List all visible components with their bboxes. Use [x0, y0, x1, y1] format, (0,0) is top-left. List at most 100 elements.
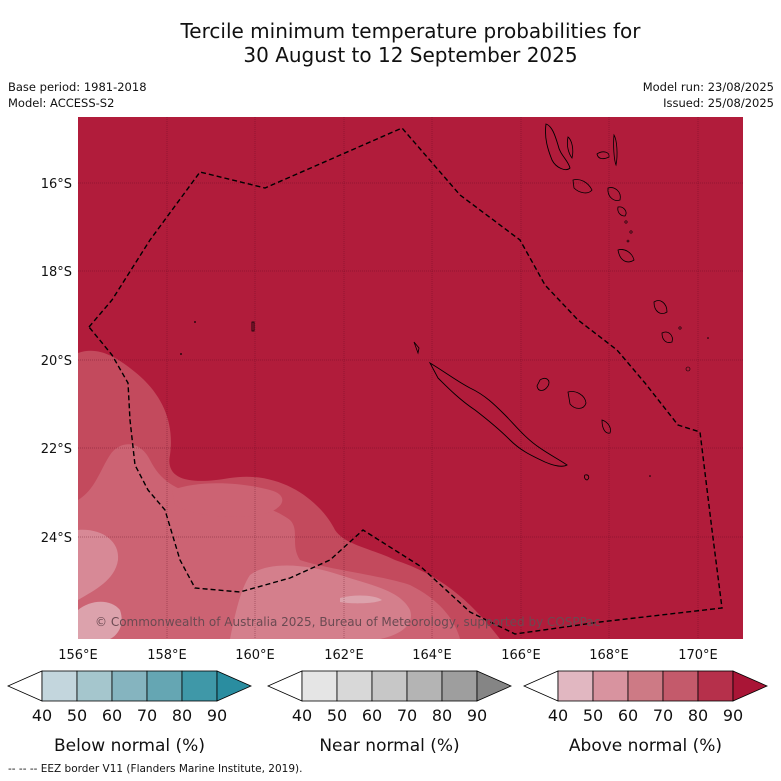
colorbar-tick-label: 50 [327, 706, 347, 725]
islet [180, 353, 182, 355]
latitude-labels: 16°S 18°S 20°S 22°S 24°S [41, 177, 72, 546]
islet [685, 366, 691, 372]
colorbar-arrow-left [523, 670, 559, 702]
colorbar-near-normal: 40 50 60 70 80 90 Near normal (%) [267, 670, 512, 756]
colorbar-segment [181, 670, 218, 702]
title-line-2: 30 August to 12 September 2025 [243, 43, 578, 67]
eez-border [88, 127, 723, 635]
new-caledonia-island [428, 361, 568, 467]
chart-title: Tercile minimum temperature probabilitie… [0, 19, 781, 67]
vanuatu-island-3 [596, 151, 610, 160]
colorbar-segment [697, 670, 734, 702]
islet [624, 220, 628, 224]
colorbar-tick-label: 70 [397, 706, 417, 725]
colorbar-segment [111, 670, 148, 702]
colorbar-tick-label: 60 [362, 706, 382, 725]
espiritu-santo-island [545, 123, 571, 171]
colorbar-tick-label: 80 [432, 706, 452, 725]
colorbar-arrow-left [267, 670, 303, 702]
colorbar-segment [441, 670, 478, 702]
gridlines [78, 117, 743, 639]
lon-label-156e: 156°E [58, 648, 98, 663]
colorbar-title: Above normal (%) [569, 736, 722, 756]
loyalty-island-3 [601, 419, 611, 434]
colorbar-arrow-right [732, 670, 768, 702]
vanuatu-island-5 [613, 133, 618, 167]
colorbar-title: Near normal (%) [319, 736, 459, 756]
probability-zone-50b [230, 565, 411, 639]
colorbar-segment [557, 670, 594, 702]
colorbar-segment [41, 670, 78, 702]
colorbar-arrow-right [476, 670, 512, 702]
colorbar-tick-label: 40 [292, 706, 312, 725]
belep-islets [413, 341, 420, 355]
colorbar-segment [406, 670, 443, 702]
copyright-text: © Commonwealth of Australia 2025, Bureau… [95, 615, 600, 629]
islet [678, 326, 682, 330]
colorbar-tick-label: 60 [618, 706, 638, 725]
tanna-island [617, 249, 635, 263]
longitude-labels: 156°E 158°E 160°E 162°E 164°E 166°E 168°… [58, 648, 718, 663]
colorbar-segment [336, 670, 373, 702]
lon-label-166e: 166°E [501, 648, 541, 663]
colorbar-tick-label: 80 [688, 706, 708, 725]
colorbar-arrow-right [216, 670, 252, 702]
colorbar-tick-label: 90 [723, 706, 743, 725]
colorbar-tick-label: 70 [653, 706, 673, 725]
vanuatu-island-10 [661, 331, 673, 343]
colorbar-segment [76, 670, 113, 702]
chesterfield-islet [251, 321, 255, 332]
colorbar-tick-label: 80 [172, 706, 192, 725]
colorbar-tick-label: 90 [467, 706, 487, 725]
meta-left: Base period: 1981-2018 Model: ACCESS-S2 [8, 79, 147, 111]
loyalty-island-2 [567, 391, 587, 409]
islet [194, 321, 196, 323]
eez-footer-note: -- -- -- EEZ border V11 (Flanders Marine… [8, 763, 303, 775]
colorbar-tick-label: 60 [102, 706, 122, 725]
lon-label-168e: 168°E [589, 648, 629, 663]
islet [707, 337, 709, 339]
meta-right: Model run: 23/08/2025 Issued: 25/08/2025 [643, 79, 774, 111]
vanuatu-island-9 [653, 300, 668, 314]
islet [626, 239, 630, 243]
colorbar-tick-label: 40 [32, 706, 52, 725]
lat-label-18s: 18°S [41, 265, 72, 280]
lon-label-170e: 170°E [678, 648, 718, 663]
probability-zone-40b [340, 595, 382, 604]
probability-zone-50 [78, 529, 119, 600]
title-line-1: Tercile minimum temperature probabilitie… [180, 19, 641, 43]
lon-label-164e: 164°E [412, 648, 452, 663]
colorbar-tick-label: 70 [137, 706, 157, 725]
colorbar-title: Below normal (%) [54, 736, 205, 756]
colorbar-segment [662, 670, 699, 702]
colorbar-tick-label: 90 [207, 706, 227, 725]
lon-label-158e: 158°E [147, 648, 187, 663]
lat-label-24s: 24°S [41, 531, 72, 546]
isle-of-pines [584, 474, 590, 481]
colorbar-arrow-left [7, 670, 43, 702]
lon-label-160e: 160°E [235, 648, 275, 663]
issued-label: Issued: 25/08/2025 [663, 96, 774, 110]
colorbar-tick-label: 50 [67, 706, 87, 725]
colorbar-segment [146, 670, 183, 702]
model-run-label: Model run: 23/08/2025 [642, 80, 774, 94]
lat-label-22s: 22°S [41, 442, 72, 457]
lat-label-16s: 16°S [41, 177, 72, 192]
colorbar-segment [627, 670, 664, 702]
colorbar-segment [592, 670, 629, 702]
colorbar-tick-label: 50 [583, 706, 603, 725]
colorbar-tick-label: 40 [548, 706, 568, 725]
vanuatu-island-7 [617, 206, 627, 217]
vanuatu-island-2 [566, 136, 574, 159]
colorbar-segment [301, 670, 338, 702]
lon-label-162e: 162°E [324, 648, 364, 663]
islet [629, 230, 633, 234]
lat-label-20s: 20°S [41, 354, 72, 369]
efate-island [607, 187, 621, 201]
loyalty-island-1 [536, 378, 550, 391]
base-period-label: Base period: 1981-2018 [8, 80, 147, 94]
malekula-island [572, 179, 593, 194]
